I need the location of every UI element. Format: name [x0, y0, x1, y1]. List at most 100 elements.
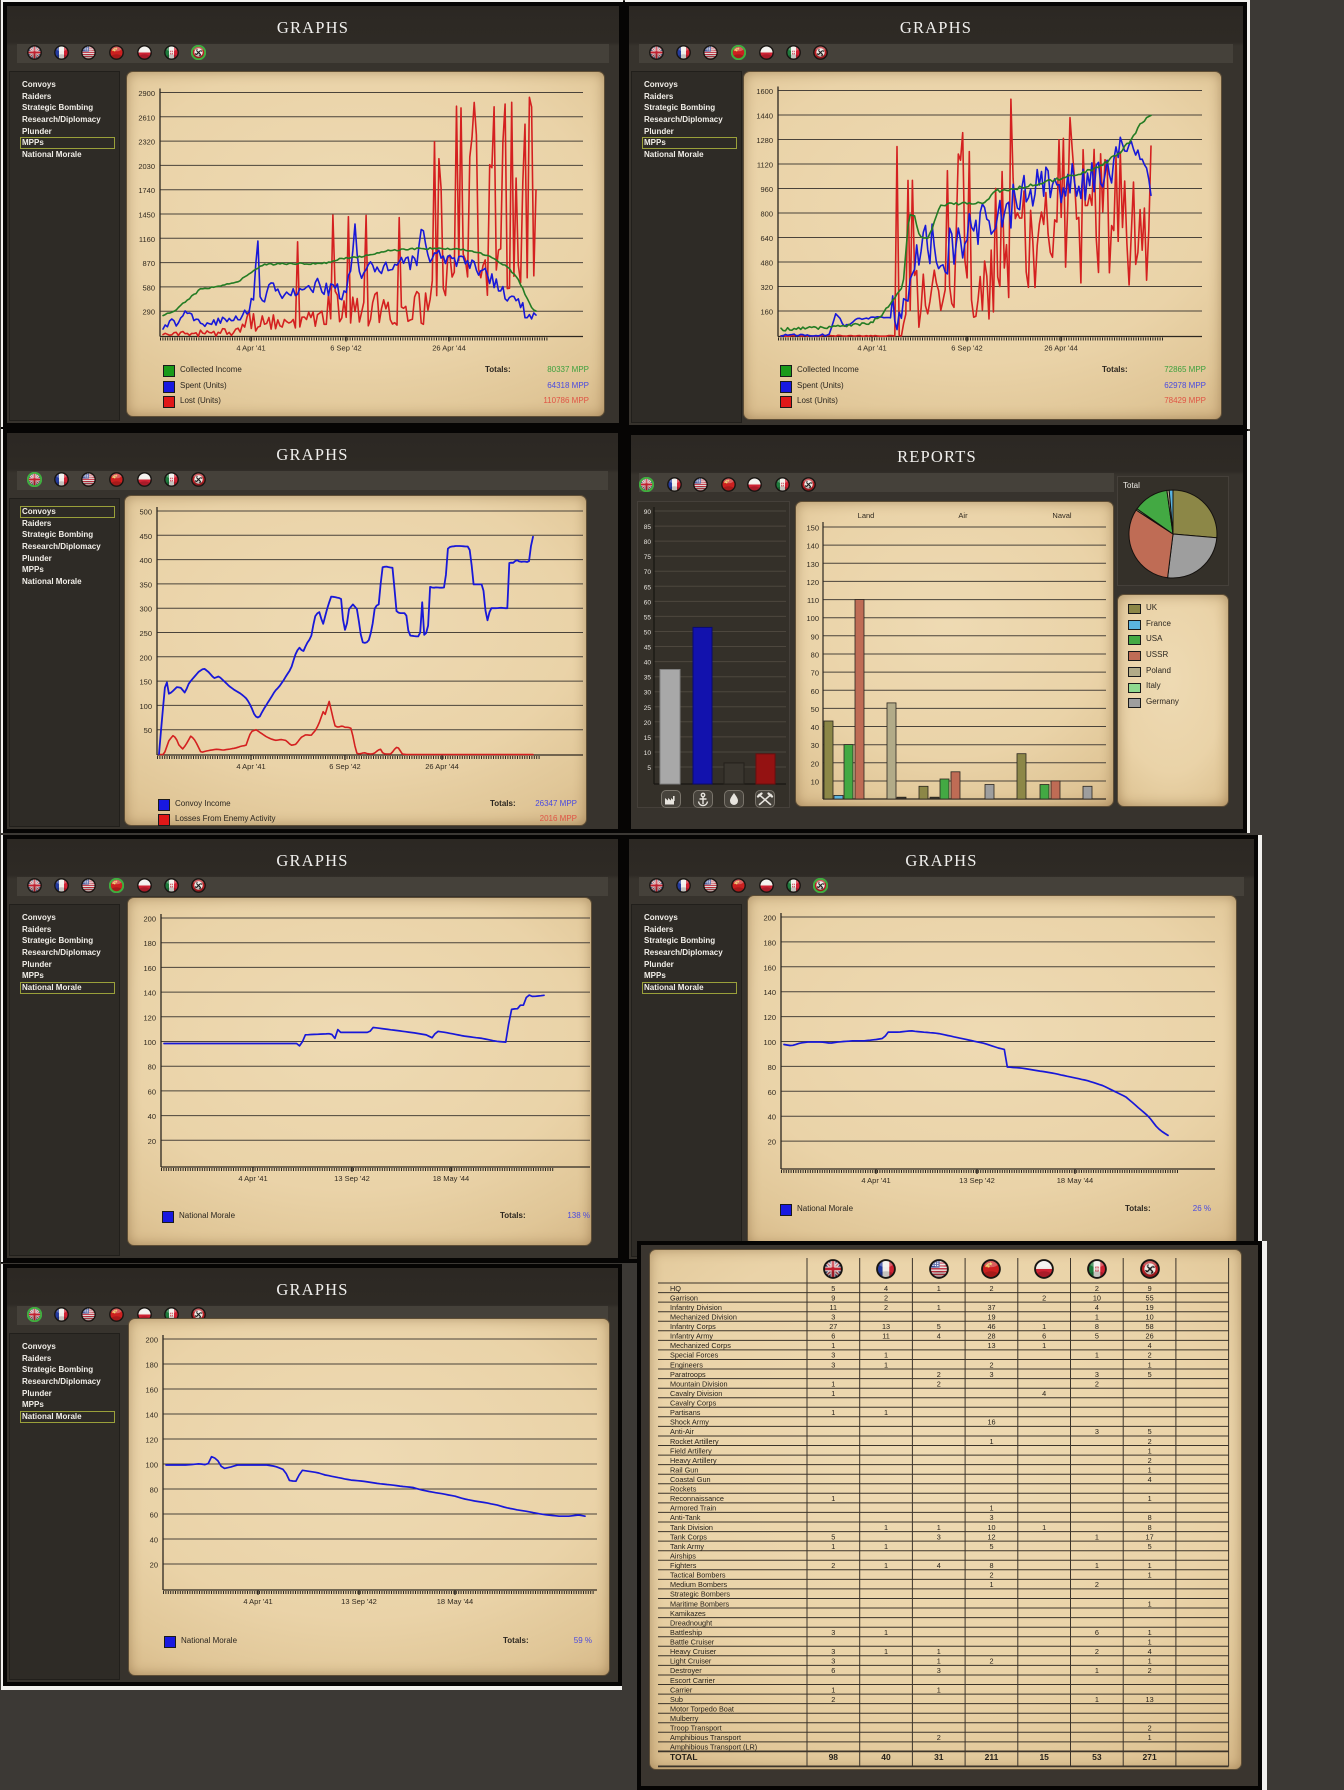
svg-text:5: 5: [1148, 1370, 1152, 1379]
svg-text:3: 3: [1095, 1370, 1099, 1379]
svg-text:19: 19: [987, 1313, 995, 1322]
svg-text:Amphibious Transport (LR): Amphibious Transport (LR): [670, 1743, 757, 1752]
svg-text:Shock Army: Shock Army: [670, 1418, 709, 1427]
svg-text:1: 1: [884, 1561, 888, 1570]
svg-text:5: 5: [1148, 1542, 1152, 1551]
svg-text:80: 80: [811, 651, 819, 660]
svg-text:1: 1: [1095, 1532, 1099, 1541]
svg-text:1: 1: [989, 1437, 993, 1446]
svg-text:13: 13: [882, 1322, 890, 1331]
svg-text:80: 80: [768, 1063, 776, 1072]
svg-text:3: 3: [937, 1532, 941, 1541]
svg-text:1: 1: [884, 1628, 888, 1637]
svg-text:6 Sep '42: 6 Sep '42: [951, 344, 982, 353]
svg-text:2: 2: [884, 1293, 888, 1302]
svg-text:1: 1: [884, 1351, 888, 1360]
svg-text:2: 2: [1095, 1284, 1099, 1293]
svg-text:200: 200: [139, 653, 152, 662]
svg-text:100: 100: [806, 614, 819, 623]
svg-text:1: 1: [937, 1284, 941, 1293]
svg-text:60: 60: [150, 1511, 158, 1520]
svg-text:Anti-Tank: Anti-Tank: [670, 1513, 701, 1522]
svg-text:6: 6: [1095, 1628, 1099, 1637]
svg-text:20: 20: [768, 1138, 776, 1147]
svg-text:2320: 2320: [138, 138, 155, 147]
svg-text:640: 640: [760, 234, 773, 243]
svg-text:1: 1: [884, 1360, 888, 1369]
svg-text:290: 290: [142, 308, 155, 317]
svg-text:4 Apr '41: 4 Apr '41: [243, 1597, 272, 1606]
svg-text:6 Sep '42: 6 Sep '42: [330, 344, 361, 353]
svg-text:13: 13: [1146, 1695, 1154, 1704]
svg-text:20: 20: [811, 759, 819, 768]
svg-text:50: 50: [144, 726, 152, 735]
svg-text:40: 40: [768, 1113, 776, 1122]
svg-text:26 Apr '44: 26 Apr '44: [425, 762, 459, 771]
svg-text:1: 1: [1148, 1360, 1152, 1369]
svg-text:3: 3: [989, 1370, 993, 1379]
svg-text:26 Apr '44: 26 Apr '44: [1044, 344, 1078, 353]
svg-text:100: 100: [143, 1038, 156, 1047]
svg-text:1: 1: [1148, 1599, 1152, 1608]
svg-text:Anti-Air: Anti-Air: [670, 1427, 694, 1436]
svg-text:Mechanized Corps: Mechanized Corps: [670, 1341, 731, 1350]
svg-text:5: 5: [647, 765, 651, 772]
svg-text:15: 15: [1039, 1752, 1049, 1762]
svg-text:140: 140: [145, 1411, 158, 1420]
svg-text:Partisans: Partisans: [670, 1408, 701, 1417]
svg-text:1: 1: [1148, 1733, 1152, 1742]
svg-text:TOTAL: TOTAL: [670, 1752, 698, 1762]
svg-text:Destroyer: Destroyer: [670, 1666, 702, 1675]
svg-text:Cavalry Division: Cavalry Division: [670, 1389, 722, 1398]
svg-text:2610: 2610: [138, 113, 155, 122]
svg-text:2: 2: [1148, 1351, 1152, 1360]
svg-text:5: 5: [831, 1284, 835, 1293]
svg-text:2: 2: [1042, 1293, 1046, 1302]
svg-text:46: 46: [987, 1322, 995, 1331]
svg-text:Air: Air: [958, 511, 968, 520]
svg-text:4 Apr '41: 4 Apr '41: [857, 344, 886, 353]
svg-text:53: 53: [1092, 1752, 1102, 1762]
svg-text:80: 80: [148, 1063, 156, 1072]
svg-text:120: 120: [806, 578, 819, 587]
svg-text:Tactical Bombers: Tactical Bombers: [670, 1571, 726, 1580]
svg-text:450: 450: [139, 532, 152, 541]
svg-text:3: 3: [831, 1360, 835, 1369]
svg-text:Engineers: Engineers: [670, 1360, 703, 1369]
svg-text:37: 37: [987, 1303, 995, 1312]
svg-text:300: 300: [139, 605, 152, 614]
svg-text:Amphibious Transport: Amphibious Transport: [670, 1733, 741, 1742]
svg-text:35: 35: [644, 675, 652, 682]
svg-text:4: 4: [1148, 1475, 1152, 1484]
svg-text:50: 50: [811, 705, 819, 714]
svg-text:500: 500: [139, 508, 152, 517]
svg-text:120: 120: [763, 1013, 776, 1022]
svg-text:2: 2: [1148, 1666, 1152, 1675]
svg-text:11: 11: [882, 1332, 890, 1341]
svg-text:2: 2: [1095, 1379, 1099, 1388]
svg-text:1: 1: [1148, 1446, 1152, 1455]
svg-text:5: 5: [1095, 1332, 1099, 1341]
svg-text:4: 4: [1042, 1389, 1046, 1398]
svg-text:Infantry Corps: Infantry Corps: [670, 1322, 716, 1331]
svg-text:11: 11: [830, 1303, 838, 1312]
svg-text:5: 5: [1148, 1427, 1152, 1436]
svg-text:Coastal Gun: Coastal Gun: [670, 1475, 711, 1484]
svg-text:Sub: Sub: [670, 1695, 683, 1704]
svg-text:120: 120: [145, 1436, 158, 1445]
svg-text:3: 3: [831, 1647, 835, 1656]
svg-text:1: 1: [884, 1542, 888, 1551]
svg-text:10: 10: [987, 1523, 995, 1532]
svg-text:3: 3: [831, 1628, 835, 1637]
svg-text:Tank Division: Tank Division: [670, 1523, 713, 1532]
svg-text:Paratroops: Paratroops: [670, 1370, 706, 1379]
svg-text:271: 271: [1143, 1752, 1157, 1762]
svg-text:Battleship: Battleship: [670, 1628, 702, 1637]
svg-text:26 Apr '44: 26 Apr '44: [432, 344, 466, 353]
svg-text:2: 2: [989, 1284, 993, 1293]
svg-text:1: 1: [1148, 1561, 1152, 1570]
svg-text:58: 58: [1146, 1322, 1154, 1331]
svg-text:160: 160: [760, 308, 773, 317]
svg-text:1: 1: [937, 1647, 941, 1656]
svg-text:10: 10: [1146, 1313, 1154, 1322]
